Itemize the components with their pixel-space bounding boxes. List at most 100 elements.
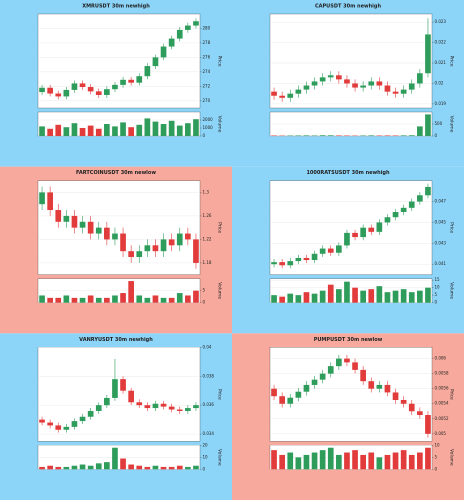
- volume-bar: [47, 297, 53, 303]
- candle-body: [71, 215, 78, 228]
- candle-body: [344, 232, 350, 246]
- price-plot-area: [37, 347, 201, 442]
- volume-bar: [55, 124, 62, 136]
- volume-plot-area: [269, 278, 433, 303]
- volume-bar: [400, 135, 407, 136]
- candle-body: [303, 85, 310, 90]
- candle-body: [271, 388, 277, 397]
- candle-body: [311, 253, 318, 261]
- volume-bar: [311, 452, 318, 470]
- volume-bar: [63, 466, 70, 470]
- y-tick-label: 0.006: [435, 356, 447, 361]
- y-tick-label: 278: [203, 40, 211, 45]
- volume-bar: [425, 447, 431, 470]
- candle-body: [408, 403, 415, 412]
- volume-bar: [295, 295, 302, 303]
- candle-body: [392, 91, 399, 94]
- volume-bar: [144, 118, 151, 136]
- volume-bar: [352, 287, 358, 303]
- candle-body: [352, 362, 358, 370]
- volume-bar: [344, 281, 350, 303]
- volume-bar: [63, 127, 70, 136]
- candle-body: [39, 192, 45, 205]
- volume-bar: [319, 135, 326, 136]
- candle-body: [176, 233, 183, 246]
- volume-bar: [336, 135, 342, 136]
- candle-body: [400, 399, 407, 404]
- candle-body: [112, 379, 118, 398]
- candle-body: [400, 207, 407, 212]
- volume-bar: [327, 447, 334, 470]
- volume-bar: [55, 466, 62, 470]
- candle-body: [104, 89, 110, 95]
- candle-body: [185, 408, 191, 411]
- volume-plot-area: [37, 111, 201, 137]
- y-axis-label: Price: [449, 56, 455, 67]
- candle-body: [360, 369, 366, 382]
- candle-body: [311, 379, 318, 385]
- candle-body: [144, 405, 151, 409]
- volume-bar: [400, 450, 407, 470]
- candle-body: [408, 83, 415, 90]
- volume-bar: [400, 289, 407, 303]
- chart-panel: 1000RATSUSDT 30m newhigh Price Volume 0.041…: [232, 166, 464, 334]
- volume-bar: [160, 124, 167, 136]
- volume-bar: [168, 297, 175, 303]
- chart-title: PUMPUSDT 30m newlow: [314, 337, 383, 343]
- candle-body: [392, 392, 399, 400]
- volume-tick-label: 0: [203, 133, 206, 138]
- candle-body: [384, 384, 391, 393]
- candle-body: [120, 233, 126, 252]
- candle-body: [120, 379, 126, 391]
- candle-body: [352, 232, 358, 238]
- candle-body: [39, 87, 45, 93]
- volume-bar: [408, 135, 415, 136]
- candle-body: [279, 262, 285, 266]
- candle-body: [417, 73, 423, 84]
- candle-body: [79, 221, 86, 228]
- volume-bar: [71, 123, 78, 136]
- volume-bar: [303, 292, 310, 303]
- volume-tick-label: 5: [435, 454, 438, 459]
- candle-body: [152, 57, 159, 67]
- volume-bar: [417, 452, 423, 470]
- volume-bar: [185, 123, 191, 136]
- price-plot-area: [269, 13, 433, 109]
- y-tick-label: 1.18: [203, 260, 212, 265]
- volume-bar: [368, 289, 375, 303]
- y-tick-label: 0.0054: [435, 401, 449, 406]
- volume-bar: [104, 124, 110, 136]
- volume-bar: [287, 452, 294, 470]
- candle-body: [87, 221, 94, 234]
- volume-bar: [344, 452, 350, 470]
- volume-tick-label: 0: [203, 300, 206, 305]
- volume-bar: [303, 135, 310, 136]
- y-tick-label: 0.043: [435, 240, 447, 245]
- chart-title: VANRYUSDT 30m newhigh: [79, 337, 153, 343]
- volume-bar: [120, 458, 126, 470]
- candle-body: [95, 405, 102, 411]
- volume-bar: [120, 293, 126, 303]
- volume-tick-label: 10: [203, 454, 209, 459]
- volume-bar: [112, 126, 118, 136]
- volume-tick-label: 10: [435, 285, 441, 290]
- volume-bar: [360, 454, 366, 470]
- candle-body: [295, 89, 302, 94]
- volume-bar: [392, 452, 399, 470]
- volume-bar: [87, 295, 94, 303]
- volume-tick-label: 0: [435, 133, 438, 138]
- y-tick-label: 0.0056: [435, 386, 449, 391]
- volume-bar: [295, 457, 302, 470]
- volume-bar: [136, 124, 143, 136]
- volume-axis-label: Volume: [217, 449, 223, 466]
- candle-body: [425, 34, 431, 74]
- candle-body: [287, 397, 294, 404]
- candle-body: [128, 79, 134, 83]
- y-axis-label: Price: [217, 56, 223, 67]
- candle-body: [425, 415, 431, 434]
- volume-tick-label: 15: [435, 277, 441, 282]
- candle-body: [303, 384, 310, 392]
- candle-body: [193, 405, 199, 409]
- volume-bar: [55, 297, 62, 303]
- volume-bar: [152, 295, 159, 303]
